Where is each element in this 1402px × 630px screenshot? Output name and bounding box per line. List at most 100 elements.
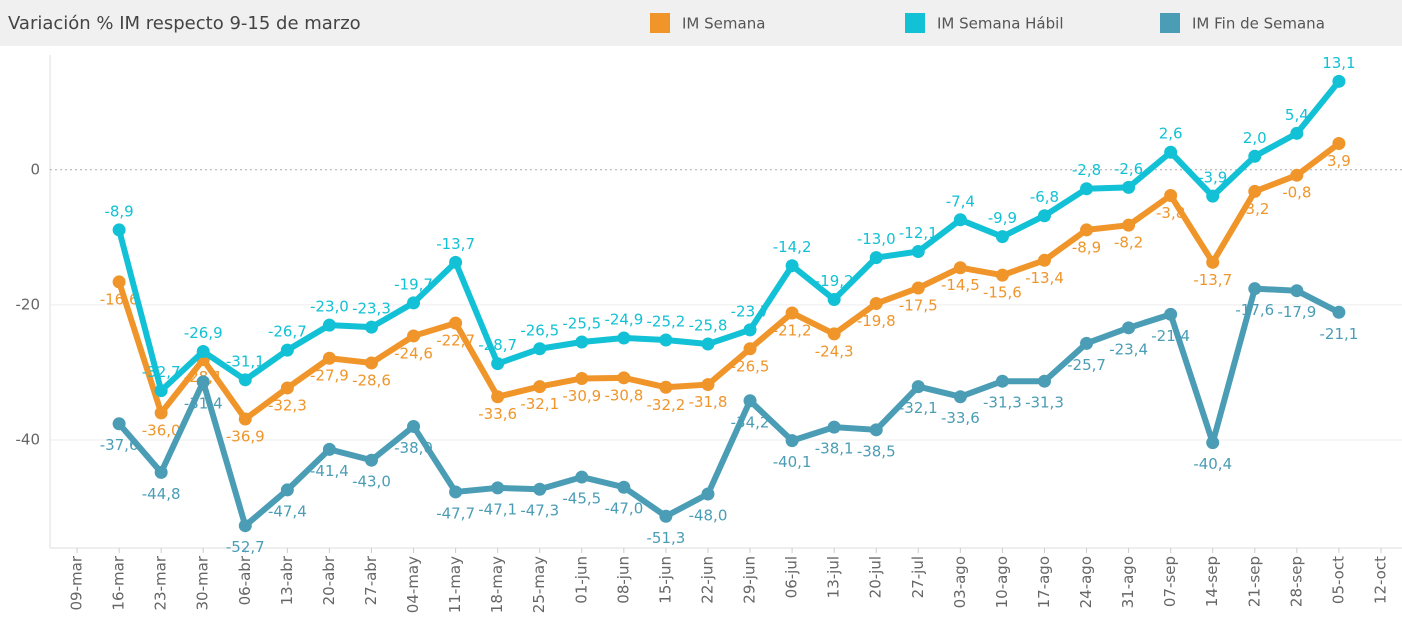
data-point: [364, 320, 378, 334]
data-point: [827, 327, 841, 341]
data-label: 2,6: [1159, 125, 1183, 143]
data-point: [575, 371, 589, 385]
data-label: -51,3: [647, 529, 686, 547]
data-label: -16,6: [100, 290, 139, 308]
x-tick-label: 03-ago: [951, 556, 969, 608]
data-label: -13,0: [857, 230, 896, 248]
data-label: -32,2: [647, 396, 686, 414]
data-label: -26,7: [268, 323, 307, 341]
y-tick-label: 0: [30, 160, 40, 178]
x-tick-label: 28-sep: [1287, 556, 1305, 607]
data-point: [659, 333, 673, 347]
data-point: [1206, 255, 1220, 269]
data-point: [911, 380, 925, 394]
data-label: -47,1: [478, 500, 517, 518]
data-label: -17,6: [1235, 301, 1274, 319]
data-label: -19,7: [394, 275, 433, 293]
data-label: -26,5: [731, 357, 770, 375]
data-label: -26,5: [520, 321, 559, 339]
data-label: -2,6: [1114, 160, 1143, 178]
series-line: [116, 285, 1341, 529]
data-point: [701, 487, 715, 501]
x-tick-label: 22-jun: [698, 556, 716, 604]
data-label: -52,7: [226, 538, 265, 556]
data-point: [869, 297, 883, 311]
data-point: [322, 318, 336, 332]
data-label: -13,4: [1025, 269, 1064, 287]
data-label: -30,8: [604, 386, 643, 404]
series-line: [116, 79, 1342, 394]
data-point: [491, 357, 505, 371]
data-label: -6,8: [1030, 188, 1059, 206]
x-tick-label: 06-jul: [783, 556, 801, 598]
data-label: -3,8: [1156, 204, 1185, 222]
data-label: -25,5: [562, 315, 601, 333]
data-label: -25,2: [647, 312, 686, 330]
data-label: -23,7: [731, 302, 770, 320]
data-label: -38,0: [394, 439, 433, 457]
data-point: [1080, 223, 1094, 237]
x-tick-label: 04-may: [404, 556, 422, 613]
data-point: [1080, 336, 1094, 350]
data-point: [407, 329, 421, 343]
x-tick-label: 31-ago: [1119, 556, 1137, 608]
data-label: -24,9: [604, 310, 643, 328]
data-point: [449, 316, 463, 330]
data-point: [743, 394, 757, 408]
x-tick-label: 24-ago: [1077, 556, 1095, 608]
x-tick-label: 25-may: [530, 556, 548, 613]
data-label: -8,9: [1072, 238, 1101, 256]
legend-label: IM Fin de Semana: [1192, 15, 1325, 33]
x-tick-label: 23-mar: [152, 555, 170, 610]
data-label: -23,0: [310, 298, 349, 316]
x-tick-label: 20-abr: [320, 555, 338, 605]
data-point: [953, 261, 967, 275]
data-point: [1206, 436, 1220, 450]
data-point: [238, 519, 252, 533]
data-point: [1122, 321, 1136, 335]
data-label: -12,1: [899, 224, 938, 242]
x-tick-label: 05-oct: [1329, 556, 1347, 604]
x-tick-label: 27-jul: [909, 556, 927, 598]
x-tick-label: 18-may: [488, 556, 506, 613]
data-label: -21,4: [1151, 327, 1190, 345]
data-label: -45,5: [562, 490, 601, 508]
x-tick-label: 06-abr: [236, 555, 254, 605]
x-tick-label: 27-abr: [362, 555, 380, 605]
data-point: [659, 380, 673, 394]
data-point: [449, 485, 463, 499]
data-label: 2,0: [1243, 129, 1267, 147]
data-label: -7,4: [946, 192, 975, 210]
data-point: [280, 343, 294, 357]
data-point: [995, 374, 1009, 388]
data-point: [617, 480, 631, 494]
data-point: [112, 223, 126, 237]
data-label: -43,0: [352, 473, 391, 491]
data-point: [575, 470, 589, 484]
data-label: -41,4: [310, 462, 349, 480]
data-label: -31,4: [184, 394, 223, 412]
data-point: [701, 337, 715, 351]
x-tick-label: 10-ago: [993, 556, 1011, 608]
x-tick-label: 17-ago: [1035, 556, 1053, 608]
data-point: [785, 434, 799, 448]
data-label: -47,4: [268, 502, 307, 520]
data-point: [1206, 189, 1220, 203]
data-label: -47,3: [520, 502, 559, 520]
data-label: -13,7: [436, 235, 475, 253]
x-tick-label: 11-may: [446, 556, 464, 613]
x-tick-label: 12-oct: [1371, 556, 1389, 604]
data-label: -23,4: [1109, 340, 1148, 358]
data-point: [1332, 305, 1346, 319]
data-label: -26,9: [184, 324, 223, 342]
data-point: [575, 335, 589, 349]
x-tick-label: 21-sep: [1245, 556, 1263, 607]
data-label: -8,2: [1114, 234, 1143, 252]
data-point: [112, 275, 126, 289]
data-point: [1164, 188, 1178, 202]
data-point: [1037, 374, 1051, 388]
data-label: -40,4: [1193, 455, 1232, 473]
data-label: 5,4: [1285, 106, 1309, 124]
data-label: -21,1: [1320, 325, 1359, 343]
